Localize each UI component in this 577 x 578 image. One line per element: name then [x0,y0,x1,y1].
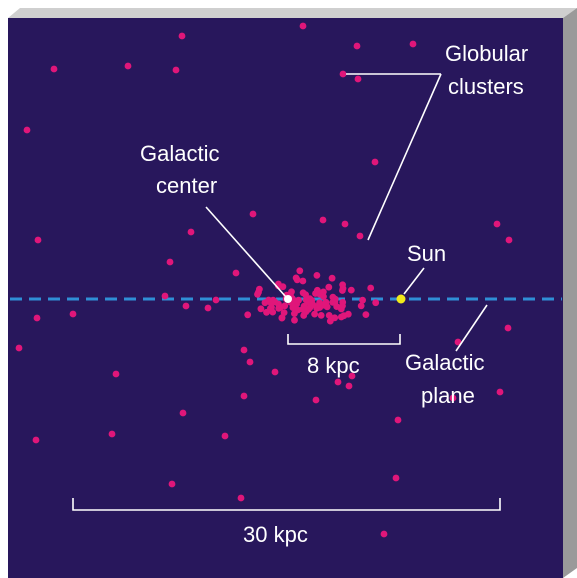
globular-cluster-dot [291,310,298,317]
globular-cluster-dot [263,309,270,316]
globular-cluster-dot [205,305,212,312]
globular-cluster-dot [506,237,513,244]
sun-label: Sun [407,241,446,266]
globular-cluster-dot [162,293,169,300]
globular-cluster-dot [300,278,307,285]
globular-cluster-dot [279,314,286,321]
globular-cluster-dot [345,311,352,318]
globular-cluster-dot [241,393,248,400]
globular-cluster-dot [300,289,307,296]
globular-cluster-dot [497,389,504,396]
globular-cluster-dot [291,317,298,324]
globular-cluster-dot [272,369,279,376]
globular-cluster-dot [308,297,315,304]
globular-cluster-dot [393,475,400,482]
globular-cluster-dot [359,297,366,304]
globular-cluster-dot [335,379,342,386]
globular-cluster-dot [268,304,275,311]
globular-cluster-dot [327,318,334,325]
globular-cluster-dot [213,297,220,304]
globular-cluster-dot [188,229,195,236]
globular-cluster-dot [333,303,340,310]
globular-cluster-dot [346,383,353,390]
globular-cluster-dot [244,311,251,318]
globular-cluster-dot [24,127,31,134]
globular-cluster-dot [290,304,297,311]
globular-cluster-dot [326,312,333,319]
globular-cluster-dot [222,433,229,440]
galactic-plane-label-line2: plane [421,383,475,408]
sun-marker [397,295,406,304]
globular-cluster-dot [325,284,332,291]
globular-cluster-dot [180,410,187,417]
globular-cluster-dot [342,221,349,228]
globular-cluster-dot [280,283,287,290]
globular-cluster-dot [300,23,307,30]
globular-cluster-dot [247,359,254,366]
galactic-plane-label-line1: Galactic [405,350,484,375]
globular-cluster-dot [357,233,364,240]
scale-30kpc-label: 30 kpc [243,522,308,547]
globular-cluster-dot [316,304,323,311]
globular-cluster-dot [358,303,365,310]
globular-cluster-dot [372,159,379,166]
globular-cluster-dot [381,531,388,538]
globular-cluster-dot [125,63,132,70]
globular-cluster-dot [348,287,355,294]
scale-8kpc-label: 8 kpc [307,353,360,378]
globular-cluster-dot [275,305,282,312]
galactic-center-label-line1: Galactic [140,141,219,166]
globular-cluster-dot [288,288,295,295]
globular-cluster-dot [70,311,77,318]
globular-cluster-dot [256,286,263,293]
globular-clusters-label-line2: clusters [448,74,524,99]
globular-cluster-dot [113,371,120,378]
globular-cluster-dot [233,270,240,277]
globular-cluster-dot [339,299,346,306]
globular-cluster-dot [303,308,310,315]
globular-clusters-label-line1: Globular [445,41,528,66]
globular-cluster-dot [320,217,327,224]
globular-cluster-dot [340,71,347,78]
globular-cluster-dot [270,297,277,304]
galactic-center-label-line2: center [156,173,217,198]
globular-cluster-dot [16,345,23,352]
globular-cluster-dot [173,67,180,74]
globular-cluster-dot [258,305,265,312]
globular-cluster-dot [494,221,501,228]
globular-cluster-dot [395,417,402,424]
box-side-face [563,8,577,578]
globular-cluster-dot [241,347,248,354]
globular-cluster-dot [372,299,379,306]
globular-cluster-dot [35,237,42,244]
globular-cluster-dot [179,33,186,40]
globular-cluster-dot [183,303,190,310]
globular-cluster-dot [367,285,374,292]
globular-cluster-dot [313,397,320,404]
globular-cluster-dot [355,76,362,83]
globular-cluster-dot [314,287,321,294]
globular-cluster-dot [329,275,336,282]
globular-cluster-dot [250,211,257,218]
box-top-face [8,8,577,18]
globular-cluster-dot [109,431,116,438]
globular-cluster-dot [314,272,321,279]
globular-cluster-dot [318,312,325,319]
globular-cluster-dot [296,267,303,274]
globular-cluster-dot [33,437,40,444]
globular-cluster-dot [505,325,512,332]
globular-cluster-dot [363,311,370,318]
globular-cluster-dot [34,315,41,322]
globular-cluster-dot [238,495,245,502]
globular-cluster-dot [51,66,58,73]
globular-cluster-dot [354,43,361,50]
globular-cluster-dot [169,481,176,488]
globular-cluster-dot [410,41,417,48]
globular-cluster-dot [340,285,347,292]
globular-cluster-dot [311,311,318,318]
globular-cluster-dot [167,259,174,266]
globular-cluster-dot [294,276,301,283]
